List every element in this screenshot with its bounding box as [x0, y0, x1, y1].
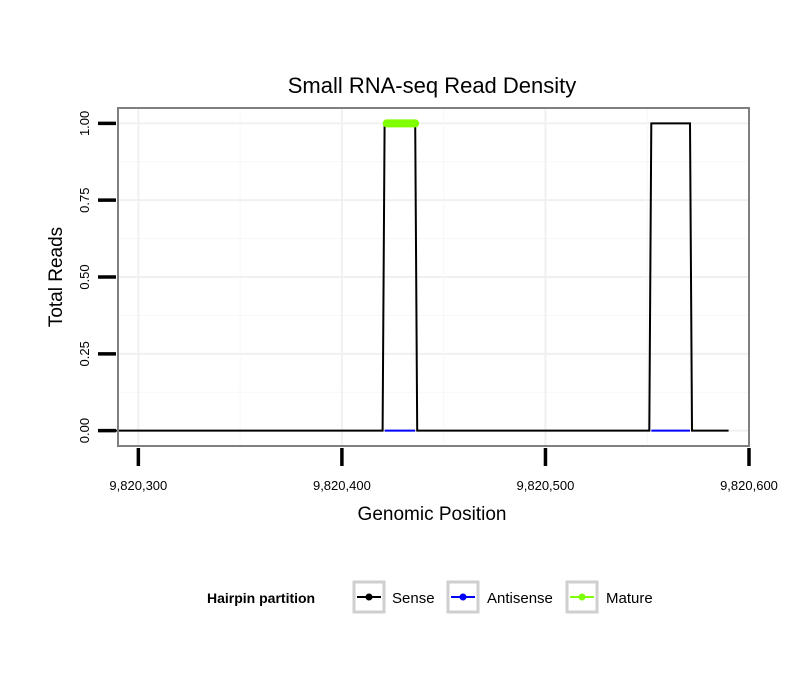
y-tick-label-4: 1.00 — [77, 111, 92, 136]
y-tick-label-1: 0.25 — [77, 341, 92, 366]
x-tick-label-0: 9,820,300 — [109, 478, 167, 493]
x-tick-label-1: 9,820,400 — [313, 478, 371, 493]
y-tick-label-0: 0.00 — [77, 418, 92, 443]
legend-label-mature: Mature — [606, 590, 653, 607]
legend-key-antisense-dot — [459, 593, 467, 601]
legend-key-mature-dot — [578, 593, 586, 601]
y-axis-ticks: 0.00 0.25 0.50 0.75 1.00 — [77, 111, 116, 443]
y-tick-label-3: 0.75 — [77, 188, 92, 213]
x-tick-label-2: 9,820,500 — [517, 478, 575, 493]
chart-title: Small RNA-seq Read Density — [288, 73, 577, 98]
series-sense-line — [107, 122, 729, 432]
plot-panel-border — [117, 107, 750, 447]
series-layer — [107, 119, 729, 432]
legend-entry-mature: Mature — [565, 580, 653, 614]
legend-title: Hairpin partition — [207, 590, 315, 606]
x-axis-ticks: 9,820,300 9,820,400 9,820,500 9,820,600 — [109, 448, 778, 493]
y-tick-label-2: 0.50 — [77, 264, 92, 289]
x-tick-label-3: 9,820,600 — [720, 478, 778, 493]
legend: Hairpin partition Sense Antisense Mature — [207, 580, 653, 614]
y-axis-title: Total Reads — [46, 227, 67, 327]
legend-label-sense: Sense — [392, 590, 435, 607]
x-axis-title: Genomic Position — [358, 504, 507, 525]
grid-lines — [118, 108, 750, 446]
legend-key-sense-dot — [365, 593, 373, 601]
legend-entry-antisense: Antisense — [446, 580, 553, 614]
legend-label-antisense: Antisense — [487, 590, 553, 607]
legend-entry-sense: Sense — [352, 580, 435, 614]
